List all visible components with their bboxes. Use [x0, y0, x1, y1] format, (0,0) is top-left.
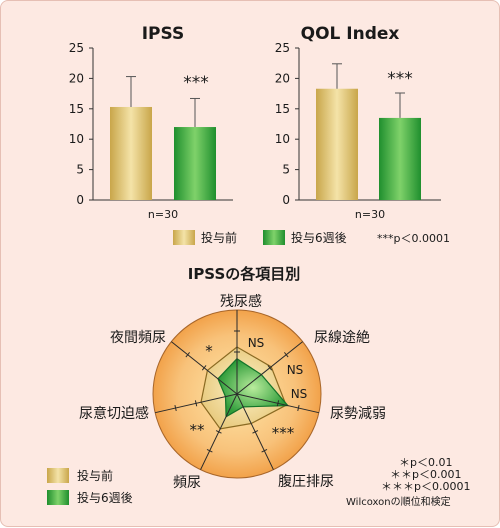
qol-chart: QOL Index 25 20 15 10 5 0 *** n=30: [275, 24, 441, 221]
radar-axis-label: 尿線途絶: [314, 329, 370, 346]
legend-top-before-label: 投与前: [201, 230, 237, 245]
legend-top-after-swatch: [263, 230, 285, 245]
radar-mark: ***: [272, 424, 295, 442]
radar-axis-tick: [267, 365, 273, 371]
y-tick-label: 0: [282, 193, 290, 207]
radar-axis-tick: [174, 404, 177, 412]
radar-mark: NS: [291, 387, 308, 401]
radar-axis-label: 頻尿: [173, 475, 201, 491]
radar-axis-tick: [283, 352, 289, 358]
radar-title: IPSSの各項目別: [188, 265, 301, 283]
ipss-chart: IPSS 25 20 15 10 5 0 *** n=30: [69, 24, 233, 221]
qol-significance: ***: [387, 69, 413, 89]
ipss-significance: ***: [183, 73, 209, 93]
legend-top: 投与前 投与6週後 ***p＜0.0001: [173, 230, 450, 245]
radar-axis-tick: [185, 352, 191, 358]
radar-axis-tick: [206, 449, 213, 453]
radar-axis-tick: [201, 365, 207, 371]
radar-axis-label: 尿勢減弱: [330, 405, 386, 422]
qol-axis: 25 20 15 10 5 0: [275, 41, 441, 207]
footnote-p0001: ＊＊p＜0.001: [390, 468, 461, 481]
y-tick-label: 10: [69, 132, 84, 146]
bar-after: [379, 117, 421, 200]
radar-axis-tick: [215, 430, 222, 434]
footnote-p00001: ＊＊＊p＜0.0001: [381, 480, 470, 493]
radar-mark: NS: [287, 363, 304, 377]
y-tick-label: 25: [69, 41, 84, 55]
legend-bottom-before-label: 投与前: [77, 468, 113, 483]
radar-mark: NS: [248, 336, 265, 350]
legend-bottom-before-swatch: [47, 468, 69, 483]
radar-axis-tick: [261, 449, 268, 453]
radar-axis-label: 腹圧排尿: [278, 473, 334, 490]
radar-axis-tick: [297, 404, 300, 412]
radar-series-after: [217, 357, 290, 418]
legend-top-pvalue: ***p＜0.0001: [377, 232, 450, 245]
radar-mark: *: [205, 342, 213, 360]
bar-before: [110, 106, 152, 200]
legend-top-before-swatch: [173, 230, 195, 245]
legend-bottom-after-label: 投与6週後: [77, 490, 133, 505]
radar-mark: **: [190, 421, 206, 439]
ipss-title: IPSS: [142, 24, 185, 44]
footnotes: ＊p＜0.01 ＊＊p＜0.001 ＊＊＊p＜0.0001 Wilcoxonの順…: [346, 456, 470, 508]
qol-n: n=30: [355, 208, 385, 221]
y-tick-label: 20: [275, 71, 290, 85]
ipss-n: n=30: [148, 208, 178, 221]
legend-top-after-label: 投与6週後: [291, 230, 347, 245]
qol-bars: [316, 63, 421, 200]
y-tick-label: 10: [275, 132, 290, 146]
radar-axis-label: 残尿感: [220, 293, 262, 310]
y-tick-label: 5: [282, 163, 290, 177]
radar-axis-label: 夜間頻尿: [110, 330, 166, 346]
footnote-test: Wilcoxonの順位和検定: [346, 495, 451, 508]
radar-axis-label: 尿意切迫感: [79, 405, 149, 422]
y-tick-label: 15: [275, 102, 290, 116]
radar-axis-tick: [252, 430, 259, 434]
qol-title: QOL Index: [301, 24, 400, 44]
y-tick-label: 5: [76, 163, 84, 177]
radar-axis-tick: [194, 400, 198, 407]
y-tick-label: 0: [76, 193, 84, 207]
ipss-bars: [110, 76, 216, 200]
y-tick-label: 25: [275, 41, 290, 55]
radar-axis-tick: [276, 400, 280, 407]
legend-bottom: 投与前 投与6週後: [47, 468, 133, 505]
bar-before: [316, 88, 358, 200]
y-tick-label: 15: [69, 102, 84, 116]
legend-bottom-after-swatch: [47, 490, 69, 505]
y-tick-label: 20: [69, 71, 84, 85]
radar-polygons: [200, 346, 290, 430]
footnote-p001: ＊p＜0.01: [399, 456, 452, 469]
bar-after: [174, 127, 216, 200]
